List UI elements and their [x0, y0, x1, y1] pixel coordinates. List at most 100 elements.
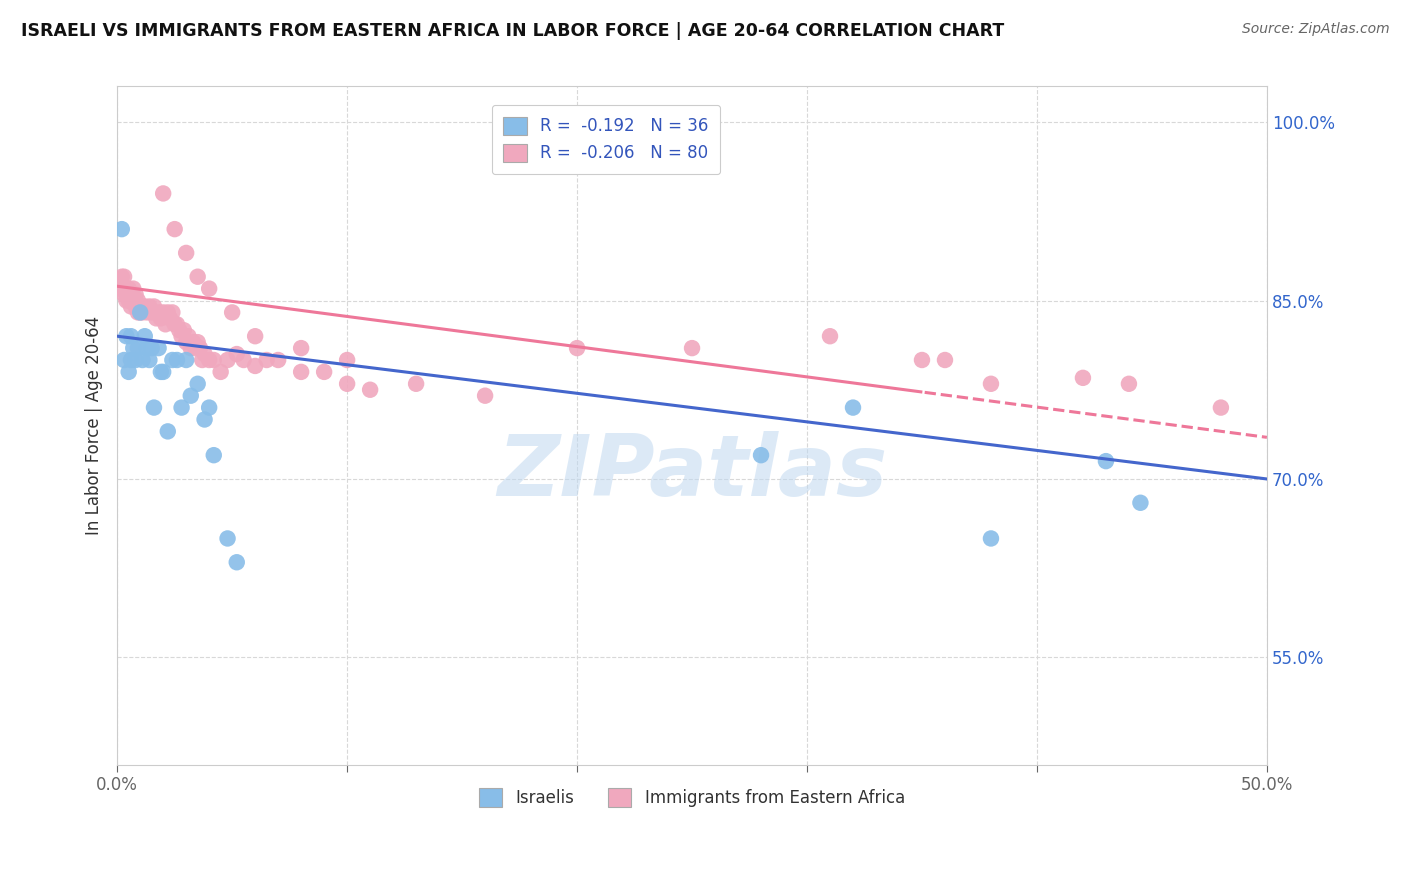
- Legend: Israelis, Immigrants from Eastern Africa: Israelis, Immigrants from Eastern Africa: [472, 781, 911, 814]
- Point: [152, 305, 174, 319]
- Point: [111, 222, 134, 236]
- Point: [136, 305, 159, 319]
- Point: [181, 335, 204, 350]
- Point: [198, 282, 221, 296]
- Point: [980, 376, 1002, 391]
- Point: [243, 359, 266, 373]
- Point: [290, 365, 312, 379]
- Point: [187, 269, 209, 284]
- Point: [217, 353, 239, 368]
- Point: [156, 425, 179, 439]
- Point: [148, 305, 170, 319]
- Point: [267, 353, 290, 368]
- Point: [169, 323, 191, 337]
- Point: [120, 300, 142, 314]
- Point: [149, 311, 172, 326]
- Point: [148, 341, 170, 355]
- Point: [221, 305, 243, 319]
- Point: [842, 401, 865, 415]
- Text: ZIPatlas: ZIPatlas: [496, 432, 887, 515]
- Point: [934, 353, 956, 368]
- Point: [193, 412, 215, 426]
- Point: [118, 282, 141, 296]
- Point: [188, 341, 211, 355]
- Point: [129, 300, 152, 314]
- Point: [129, 305, 152, 319]
- Point: [225, 347, 247, 361]
- Point: [170, 401, 193, 415]
- Point: [180, 341, 202, 355]
- Point: [163, 222, 186, 236]
- Point: [124, 353, 146, 368]
- Point: [193, 347, 215, 361]
- Point: [198, 401, 221, 415]
- Point: [122, 341, 145, 355]
- Point: [980, 532, 1002, 546]
- Point: [174, 246, 197, 260]
- Point: [141, 305, 163, 319]
- Point: [120, 329, 142, 343]
- Point: [122, 282, 145, 296]
- Point: [136, 341, 159, 355]
- Point: [209, 365, 232, 379]
- Point: [112, 353, 135, 368]
- Point: [143, 300, 166, 314]
- Text: ISRAELI VS IMMIGRANTS FROM EASTERN AFRICA IN LABOR FORCE | AGE 20-64 CORRELATION: ISRAELI VS IMMIGRANTS FROM EASTERN AFRIC…: [21, 22, 1004, 40]
- Point: [681, 341, 703, 355]
- Point: [180, 389, 202, 403]
- Point: [749, 448, 772, 462]
- Point: [111, 269, 134, 284]
- Point: [911, 353, 934, 368]
- Point: [111, 282, 134, 296]
- Point: [127, 293, 149, 308]
- Point: [124, 300, 146, 314]
- Text: Source: ZipAtlas.com: Source: ZipAtlas.com: [1241, 22, 1389, 37]
- Point: [152, 365, 174, 379]
- Point: [336, 353, 359, 368]
- Point: [359, 383, 381, 397]
- Point: [191, 353, 214, 368]
- Point: [170, 329, 193, 343]
- Point: [120, 287, 142, 301]
- Point: [145, 311, 167, 326]
- Point: [120, 353, 142, 368]
- Point: [1095, 454, 1118, 468]
- Point: [184, 341, 207, 355]
- Point: [177, 329, 200, 343]
- Point: [149, 365, 172, 379]
- Point: [134, 300, 156, 314]
- Point: [115, 329, 138, 343]
- Point: [1129, 496, 1152, 510]
- Point: [127, 305, 149, 319]
- Point: [131, 305, 153, 319]
- Point: [115, 293, 138, 308]
- Point: [143, 401, 166, 415]
- Point: [131, 353, 153, 368]
- Point: [162, 305, 184, 319]
- Point: [162, 353, 184, 368]
- Point: [256, 353, 278, 368]
- Point: [314, 365, 336, 379]
- Point: [336, 376, 359, 391]
- Point: [1209, 401, 1232, 415]
- Point: [124, 287, 146, 301]
- Point: [118, 365, 141, 379]
- Point: [141, 341, 163, 355]
- Point: [187, 376, 209, 391]
- Point: [225, 555, 247, 569]
- Point: [112, 287, 135, 301]
- Point: [405, 376, 427, 391]
- Point: [290, 341, 312, 355]
- Point: [198, 353, 221, 368]
- Point: [187, 335, 209, 350]
- Point: [173, 323, 195, 337]
- Point: [1118, 376, 1140, 391]
- Point: [1071, 371, 1094, 385]
- Point: [474, 389, 496, 403]
- Point: [166, 353, 188, 368]
- Point: [115, 282, 138, 296]
- Point: [232, 353, 254, 368]
- Point: [159, 311, 181, 326]
- Point: [118, 293, 141, 308]
- Point: [127, 341, 149, 355]
